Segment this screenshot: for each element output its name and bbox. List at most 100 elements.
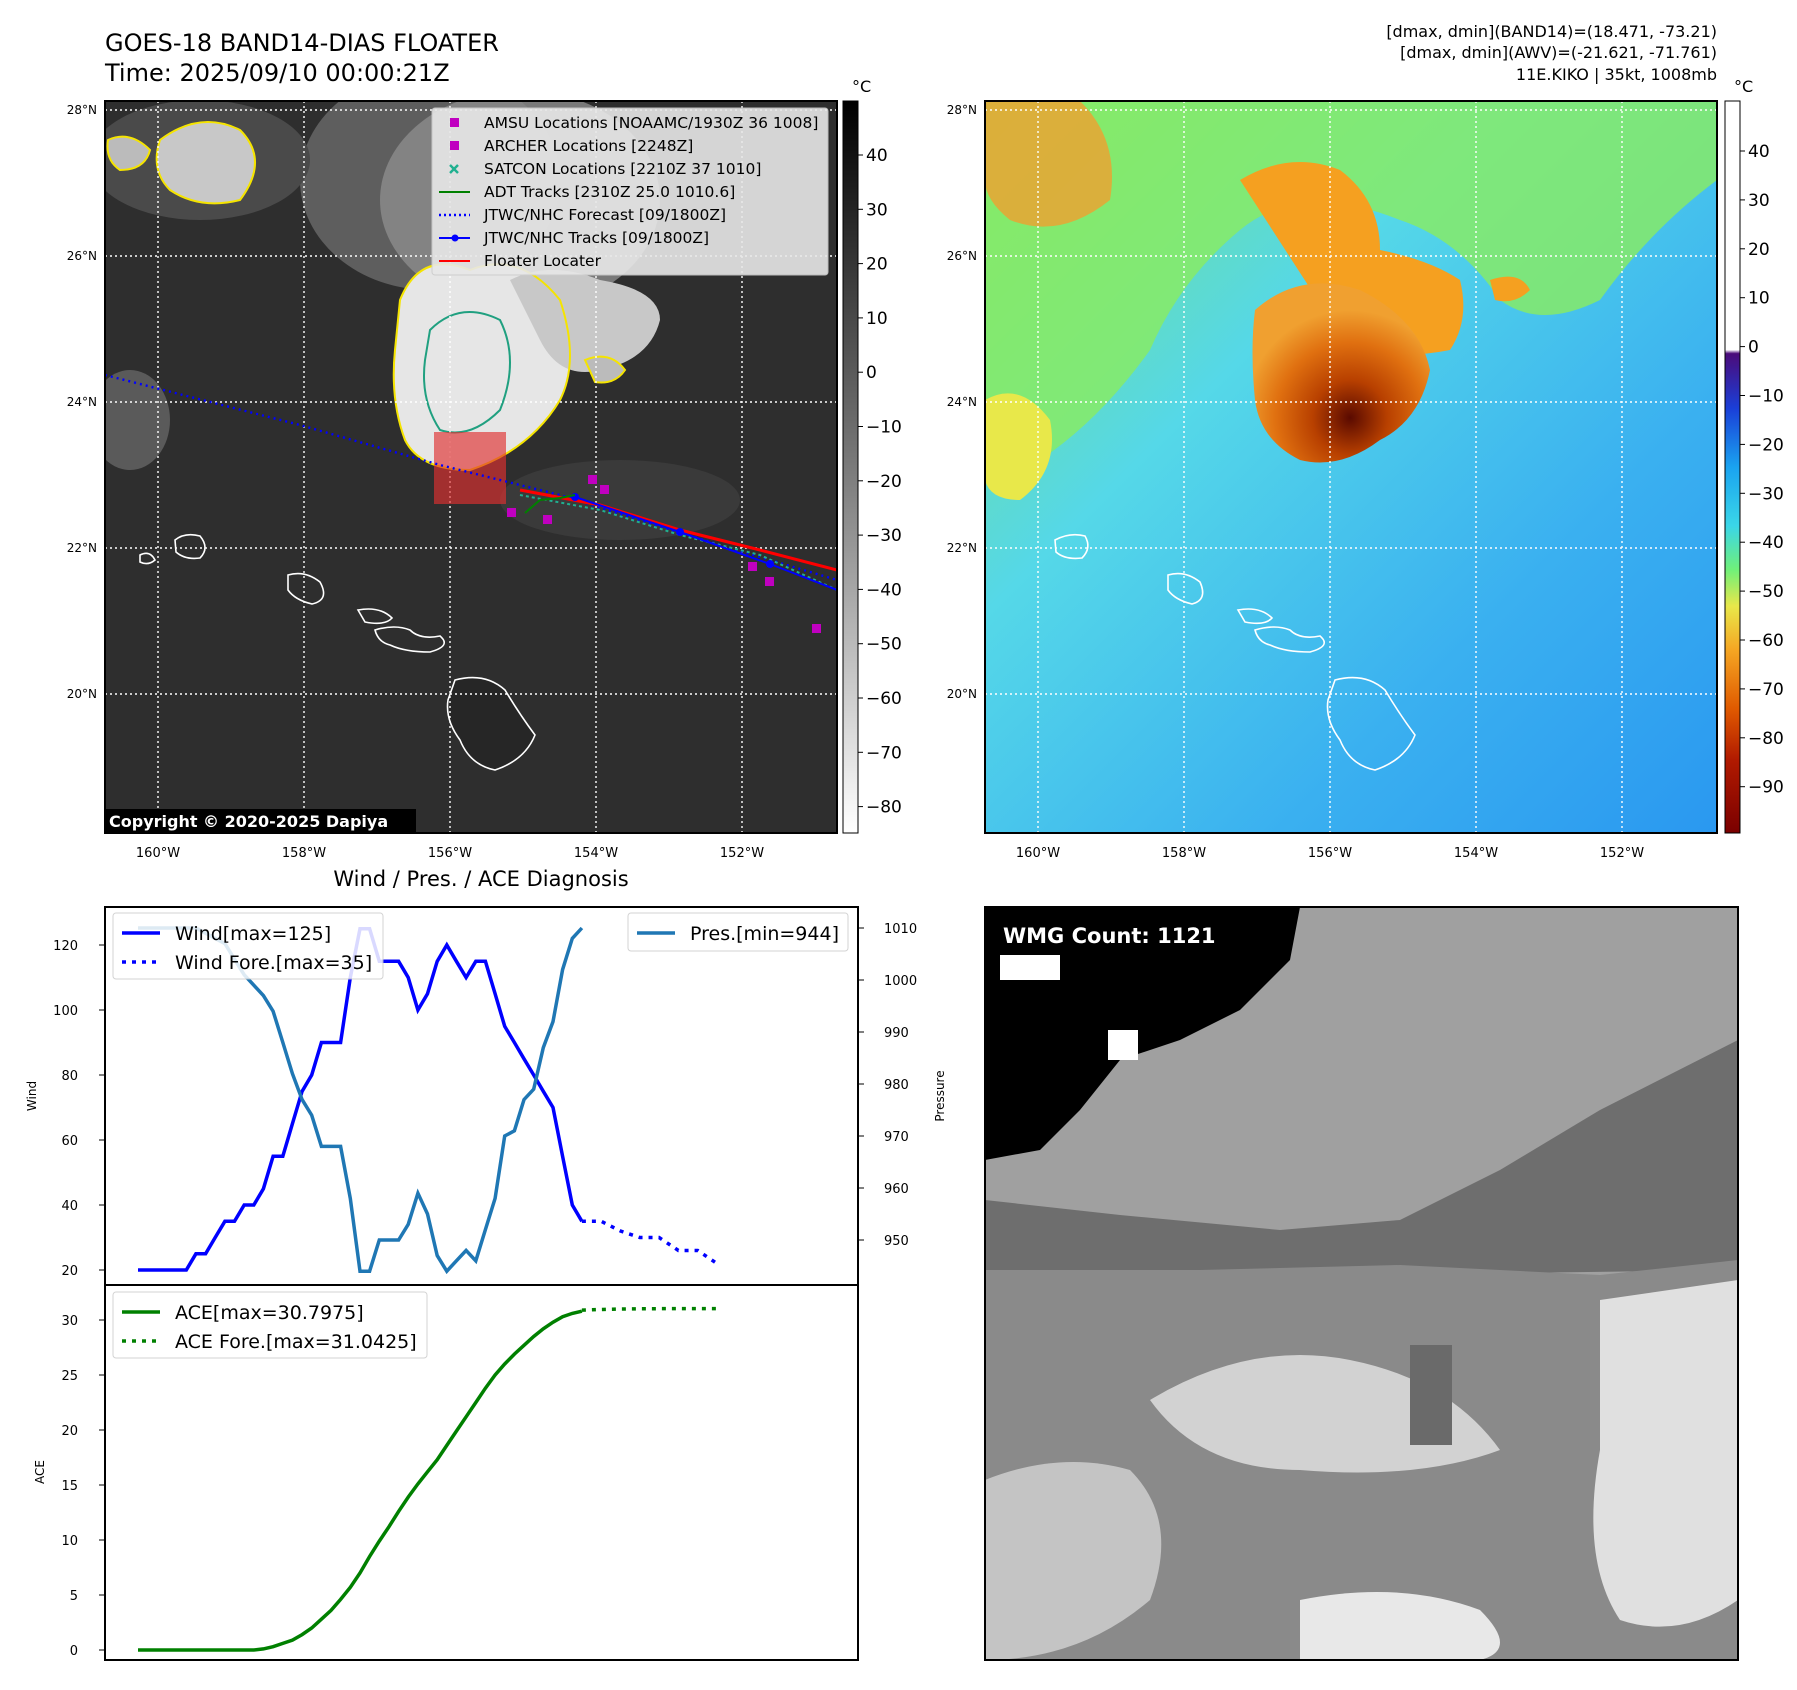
ace-tick: 20 (61, 1424, 78, 1439)
legend-item: SATCON Locations [2210Z 37 1010] (449, 160, 761, 178)
colorbar2-tick: −70 (1748, 680, 1784, 700)
legend-item: JTWC/NHC Forecast [09/1800Z] (439, 206, 726, 224)
colorbar2-tick: −90 (1748, 778, 1784, 798)
colorbar1-tick: −60 (866, 689, 902, 709)
series-line-3 (138, 1309, 583, 1652)
ace-tick: 25 (61, 1369, 78, 1384)
wind-tick: 60 (61, 1134, 78, 1149)
colorbar1-tick: 10 (866, 309, 888, 329)
awv-colorbar: °C 40 30 20 10 0 −10 −20 −30 −40 −50 −60 −70 −80 −90 (1724, 77, 1784, 834)
colorbar2-tick: −20 (1748, 435, 1784, 455)
wind-tick: 120 (53, 939, 78, 954)
map1-lat-label: 20°N (67, 687, 97, 701)
colorbar1-tick: −40 (866, 580, 902, 600)
map2-lat-label: 28°N (947, 103, 977, 117)
ace-ylabel: ACE (33, 1460, 47, 1484)
colorbar2-tick: −30 (1748, 484, 1784, 504)
map2-lat-labels: 28°N 26°N 24°N 22°N 20°N (947, 103, 977, 701)
figure-title: GOES-18 BAND14-DIAS FLOATER (105, 29, 499, 57)
map1-lon-labels: 160°W 158°W 156°W 154°W 152°W (136, 846, 764, 861)
legend-item: Floater Locater (439, 252, 602, 270)
pressure-tick: 950 (884, 1234, 909, 1249)
awv-map (984, 100, 1718, 834)
pressure-tick: 1010 (884, 922, 917, 937)
ace-legend: ACE[max=30.7975] ACE Fore.[max=31.0425] (112, 1291, 428, 1359)
stats-awv: [dmax, dmin](AWV)=(-21.621, -71.761) (1400, 43, 1717, 62)
colorbar1-tick: −70 (866, 743, 902, 763)
colorbar2-tick: −80 (1748, 729, 1784, 749)
colorbar1-tick: 20 (866, 255, 888, 275)
ace-chart: 30 25 20 15 10 5 0 ACE ACE[max=30.7975] ACE Fo… (33, 1284, 859, 1661)
map1-lat-label: 24°N (67, 395, 97, 409)
colorbar1-tick: −80 (866, 798, 902, 818)
wmg-count: WMG Count: 1121 (1003, 924, 1216, 948)
pressure-tick: 990 (884, 1026, 909, 1041)
map2-lon-label: 154°W (1454, 846, 1498, 861)
colorbar2-tick: 0 (1748, 338, 1759, 358)
legend-item: JTWC/NHC Tracks [09/1800Z] (439, 229, 709, 247)
colorbar2-tick: −10 (1748, 387, 1784, 407)
colorbar1-tick: −20 (866, 472, 902, 492)
map1-lon-label: 154°W (574, 846, 618, 861)
map2-lon-label: 160°W (1016, 846, 1060, 861)
map-legend: AMSU Locations [NOAAMC/1930Z 36 1008] ARC… (431, 107, 829, 276)
colorbar2-tick: 20 (1748, 240, 1770, 260)
map2-lat-label: 22°N (947, 541, 977, 555)
diagnosis-title: Wind / Pres. / ACE Diagnosis (333, 867, 628, 891)
map1-lat-label: 26°N (67, 249, 97, 263)
pressure-tick: 1000 (884, 974, 917, 989)
wind-tick: 40 (61, 1199, 78, 1214)
wind-ylabel: Wind (25, 1081, 39, 1111)
ace-tick: 0 (70, 1644, 78, 1659)
map2-lat-label: 24°N (947, 395, 977, 409)
map1-lon-label: 156°W (428, 846, 472, 861)
ace-tick: 30 (61, 1314, 78, 1329)
legend-item: ADT Tracks [2310Z 25.0 1010.6] (439, 183, 735, 201)
colorbar1-tick: −30 (866, 526, 902, 546)
map1-lat-label: 28°N (67, 103, 97, 117)
colorbar1-unit: °C (852, 77, 871, 96)
legend-ace: ACE[max=30.7975] (175, 1302, 364, 1324)
legend-wind: Wind[max=125] (175, 923, 331, 945)
ace-tick: 5 (70, 1589, 78, 1604)
colorbar2-unit: °C (1734, 77, 1753, 96)
legend-item-label: ARCHER Locations [2248Z] (484, 137, 693, 155)
legend-item-label: JTWC/NHC Forecast [09/1800Z] (483, 206, 726, 224)
copyright: Copyright © 2020-2025 Dapiya (109, 812, 388, 831)
legend-item-label: JTWC/NHC Tracks [09/1800Z] (483, 229, 709, 247)
ace-tick: 10 (61, 1534, 78, 1549)
map1-lon-label: 158°W (282, 846, 326, 861)
colorbar1-tick: −50 (866, 635, 902, 655)
map1-lon-label: 160°W (136, 846, 180, 861)
wmg-panel: WMG Count: 1121 (984, 906, 1739, 1661)
legend-pressure: Pres.[min=944] (690, 923, 839, 945)
map2-lon-label: 156°W (1308, 846, 1352, 861)
map2-lat-label: 26°N (947, 249, 977, 263)
legend-item-label: Floater Locater (484, 252, 602, 270)
colorbar1-tick: −10 (866, 418, 902, 438)
pressure-legend: Pres.[min=944] (627, 912, 849, 952)
wind-tick: 100 (53, 1004, 78, 1019)
colorbar2-tick: 30 (1748, 191, 1770, 211)
legend-ace-fore: ACE Fore.[max=31.0425] (175, 1331, 417, 1353)
pressure-tick: 980 (884, 1078, 909, 1093)
colorbar2-tick: −60 (1748, 631, 1784, 651)
legend-item-label: AMSU Locations [NOAAMC/1930Z 36 1008] (484, 114, 818, 132)
ir-colorbar: °C 40 30 20 10 0 −10 −20 −30 −40 −50 −60 −70 −80 (842, 77, 902, 834)
colorbar1-tick: 30 (866, 200, 888, 220)
colorbar1-tick: 0 (866, 363, 877, 383)
colorbar2-tick: −50 (1748, 582, 1784, 602)
figure-time: Time: 2025/09/10 00:00:21Z (104, 59, 450, 87)
ace-tick: 15 (61, 1479, 78, 1494)
map1-lat-labels: 28°N 26°N 24°N 22°N 20°N (67, 103, 97, 701)
pressure-tick: 960 (884, 1182, 909, 1197)
pressure-tick: 970 (884, 1130, 909, 1145)
legend-item: ARCHER Locations [2248Z] (450, 137, 693, 155)
wind-tick: 80 (61, 1069, 78, 1084)
storm-info: 11E.KIKO | 35kt, 1008mb (1516, 65, 1717, 84)
colorbar1-tick: 40 (866, 146, 888, 166)
pressure-ylabel: Pressure (933, 1070, 947, 1121)
series-line-1 (581, 1219, 718, 1265)
colorbar2-tick: −40 (1748, 533, 1784, 553)
